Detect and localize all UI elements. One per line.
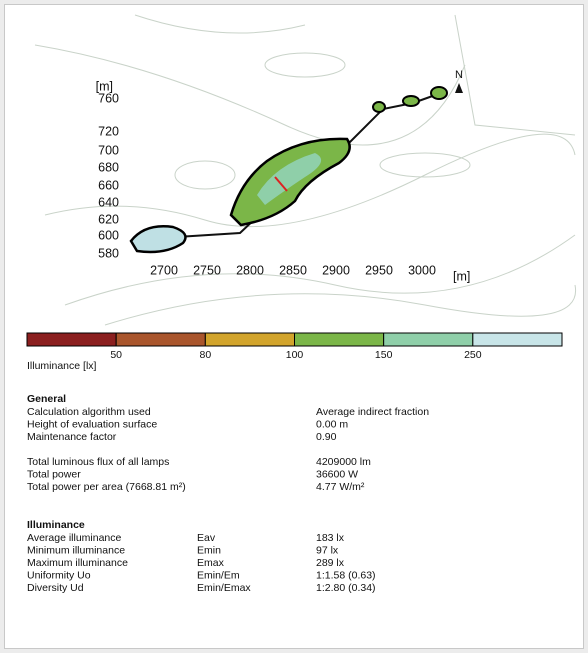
row-value: 0.90 [316, 431, 337, 443]
row-label: Maintenance factor [27, 431, 117, 443]
y-ticks: 760 720 700 680 660 640 620 600 580 [98, 91, 119, 260]
y-tick-label: 600 [98, 228, 119, 242]
row-label: Height of evaluation surface [27, 418, 157, 430]
cell: 289 lx [316, 557, 345, 569]
row-value: Average indirect fraction [316, 406, 429, 418]
plan-shape [174, 160, 236, 190]
cell: Maximum illuminance [27, 557, 128, 569]
legend-boundary: 80 [199, 349, 211, 361]
x-tick-label: 2850 [279, 263, 307, 277]
cell: 97 lx [316, 544, 339, 556]
legend-boundary: 250 [464, 349, 482, 361]
plan-shape [264, 52, 346, 78]
legend-swatch [26, 332, 117, 347]
plan-line [104, 284, 577, 326]
page: N [m] [m] 760 720 700 680 660 640 620 600 580 27… [4, 4, 584, 649]
lit-area [129, 225, 187, 254]
cell: 1:1.58 (0.63) [316, 569, 376, 581]
x-tick-label: 2700 [150, 263, 178, 277]
y-tick-label: 580 [98, 246, 119, 260]
row-value: 4.77 W/m² [316, 481, 365, 493]
legend-swatch [294, 332, 385, 347]
y-tick-label: 760 [98, 91, 119, 105]
y-unit: [m] [96, 79, 113, 93]
north-label: N [455, 69, 463, 81]
row-label: Total power per area (7668.81 m²) [27, 481, 186, 493]
lit-area-core [257, 153, 322, 205]
cell: 1:2.80 (0.34) [316, 582, 376, 594]
lit-area [430, 86, 448, 100]
row-value: 36600 W [316, 468, 358, 480]
plan-line [64, 234, 576, 306]
x-tick-label: 2950 [365, 263, 393, 277]
legend-boundary: 50 [110, 349, 122, 361]
cell: Average illuminance [27, 532, 122, 544]
y-tick-label: 660 [98, 178, 119, 192]
legend-swatch [204, 332, 295, 347]
north-arrow [455, 83, 463, 93]
report: N [m] [m] 760 720 700 680 660 640 620 600 580 27… [26, 14, 577, 594]
cell: Uniformity Uo [27, 569, 91, 581]
lit-area [372, 101, 386, 113]
legend-swatch [472, 332, 563, 347]
x-tick-label: 2750 [193, 263, 221, 277]
x-unit: [m] [453, 269, 470, 283]
x-tick-label: 3000 [408, 263, 436, 277]
legend-label: Illuminance [lx] [27, 360, 97, 372]
lit-area [402, 95, 420, 107]
cell: Minimum illuminance [27, 544, 125, 556]
row-label: Total power [27, 468, 81, 480]
row-value: 0.00 m [316, 418, 348, 430]
x-tick-label: 2800 [236, 263, 264, 277]
plan-line [34, 44, 466, 146]
legend-boundary: 100 [286, 349, 304, 361]
y-tick-label: 700 [98, 143, 119, 157]
y-tick-label: 680 [98, 160, 119, 174]
plan-line [134, 14, 306, 34]
cell: Eav [197, 532, 216, 544]
cell: Emin/Em [197, 569, 240, 581]
red-marker [274, 176, 288, 192]
row-label: Total luminous flux of all lamps [27, 456, 169, 468]
cell: Emin/Emax [197, 582, 251, 594]
section-title: General [27, 393, 66, 405]
color-legend: 50 80 100 150 250 [26, 332, 563, 361]
row-label: Calculation algorithm used [27, 406, 151, 418]
y-tick-label: 620 [98, 212, 119, 226]
plan-line [454, 14, 576, 136]
cell: 183 lx [316, 532, 345, 544]
legend-swatch [383, 332, 474, 347]
site-plan [34, 14, 577, 326]
x-tick-label: 2900 [322, 263, 350, 277]
y-tick-label: 720 [98, 124, 119, 138]
x-ticks: 2700 2750 2800 2850 2900 2950 3000 [150, 263, 436, 277]
legend-boundary: 150 [375, 349, 393, 361]
cell: Emax [197, 557, 225, 569]
y-tick-label: 640 [98, 195, 119, 209]
cell: Diversity Ud [27, 582, 84, 594]
row-value: 4209000 lm [316, 456, 371, 468]
cell: Emin [197, 544, 221, 556]
legend-swatch [115, 332, 206, 347]
plan-line [44, 133, 576, 228]
section-title: Illuminance [27, 519, 85, 531]
plan-shape [379, 152, 471, 178]
